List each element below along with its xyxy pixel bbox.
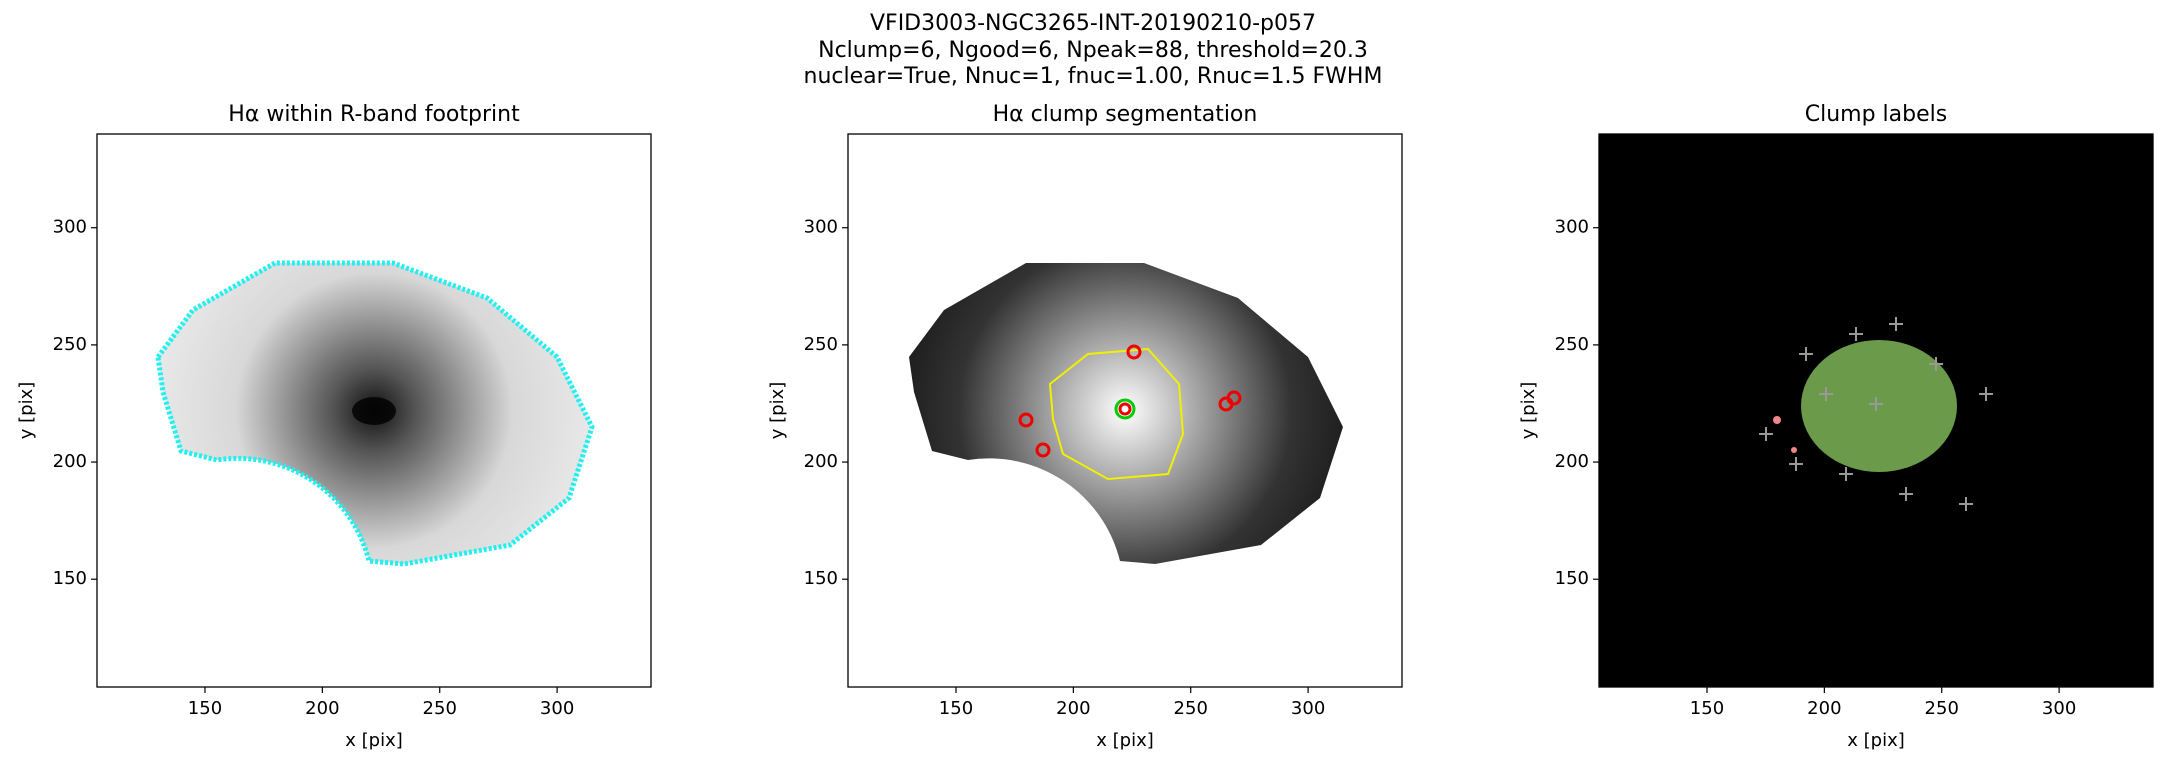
image-hα bbox=[97, 134, 651, 687]
y-tick-label: 150 bbox=[53, 568, 87, 589]
x-label: x [pix] bbox=[345, 730, 403, 751]
x-tick-label: 200 bbox=[1807, 698, 1841, 719]
y-tick-label: 150 bbox=[1555, 568, 1589, 589]
x-tick-label: 250 bbox=[1174, 698, 1208, 719]
axes-frame bbox=[847, 133, 1403, 688]
image-segmentation bbox=[848, 134, 1402, 687]
x-tick-label: 300 bbox=[540, 698, 574, 719]
x-tick-label: 250 bbox=[1925, 698, 1959, 719]
y-tick-label: 300 bbox=[53, 217, 87, 238]
axes-title: Clump labels bbox=[1805, 102, 1947, 127]
x-tick-label: 200 bbox=[1056, 698, 1090, 719]
suptitle: Nclump=6, Ngood=6, Npeak=88, threshold=2… bbox=[818, 38, 1368, 63]
x-tick-label: 150 bbox=[939, 698, 973, 719]
y-tick-label: 300 bbox=[1555, 217, 1589, 238]
y-tick-label: 200 bbox=[804, 451, 838, 472]
suptitle: VFID3003-NGC3265-INT-20190210-p057 bbox=[870, 11, 1316, 36]
x-tick-label: 200 bbox=[305, 698, 339, 719]
y-tick-label: 250 bbox=[53, 334, 87, 355]
suptitle: nuclear=True, Nnuc=1, fnuc=1.00, Rnuc=1.… bbox=[804, 64, 1383, 89]
axes-title: Hα clump segmentation bbox=[993, 102, 1258, 127]
x-tick-label: 300 bbox=[1291, 698, 1325, 719]
y-tick-label: 200 bbox=[1555, 451, 1589, 472]
y-tick-label: 250 bbox=[1555, 334, 1589, 355]
y-tick-label: 300 bbox=[804, 217, 838, 238]
y-label: y [pix] bbox=[767, 382, 788, 440]
y-label: y [pix] bbox=[16, 382, 37, 440]
x-label: x [pix] bbox=[1096, 730, 1154, 751]
axes-title: Hα within R-band footprint bbox=[228, 102, 520, 127]
x-tick-label: 300 bbox=[2042, 698, 2076, 719]
x-tick-label: 250 bbox=[423, 698, 457, 719]
image-labels bbox=[1599, 134, 2153, 687]
y-tick-label: 250 bbox=[804, 334, 838, 355]
x-label: x [pix] bbox=[1847, 730, 1905, 751]
axes-frame bbox=[96, 133, 652, 688]
y-tick-label: 200 bbox=[53, 451, 87, 472]
x-tick-label: 150 bbox=[1690, 698, 1724, 719]
y-label: y [pix] bbox=[1518, 382, 1539, 440]
x-tick-label: 150 bbox=[188, 698, 222, 719]
axes-frame bbox=[1598, 133, 2154, 688]
y-tick-label: 150 bbox=[804, 568, 838, 589]
